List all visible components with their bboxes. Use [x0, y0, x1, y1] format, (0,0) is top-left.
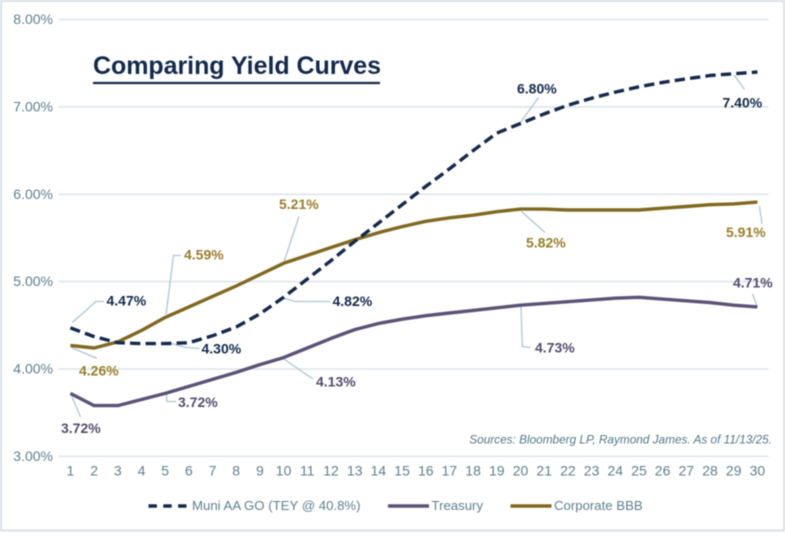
svg-text:Treasury: Treasury — [432, 498, 484, 513]
svg-text:7.40%: 7.40% — [723, 95, 763, 111]
svg-text:8: 8 — [232, 463, 240, 479]
svg-text:10: 10 — [276, 463, 292, 479]
svg-text:21: 21 — [536, 463, 552, 479]
svg-text:3.00%: 3.00% — [13, 448, 53, 464]
svg-text:5: 5 — [161, 463, 169, 479]
svg-text:12: 12 — [323, 463, 339, 479]
svg-text:11: 11 — [300, 463, 315, 479]
svg-text:4.47%: 4.47% — [107, 293, 147, 309]
svg-text:Sources: Bloomberg LP, Raymond: Sources: Bloomberg LP, Raymond James. As… — [469, 433, 772, 447]
svg-text:2: 2 — [90, 463, 98, 479]
svg-text:5.82%: 5.82% — [526, 235, 566, 251]
svg-text:6.80%: 6.80% — [517, 81, 557, 97]
svg-text:4.82%: 4.82% — [333, 293, 373, 309]
svg-text:20: 20 — [513, 463, 529, 479]
svg-text:4.13%: 4.13% — [316, 373, 356, 389]
svg-text:4.59%: 4.59% — [184, 247, 224, 263]
svg-text:5.21%: 5.21% — [279, 196, 319, 212]
svg-text:3.72%: 3.72% — [61, 420, 101, 436]
svg-text:13: 13 — [347, 463, 363, 479]
svg-text:16: 16 — [418, 463, 434, 479]
svg-text:27: 27 — [679, 463, 695, 479]
svg-text:4: 4 — [138, 463, 146, 479]
svg-text:Corporate BBB: Corporate BBB — [554, 498, 643, 513]
svg-text:7: 7 — [209, 463, 217, 479]
svg-text:5.91%: 5.91% — [726, 224, 766, 240]
svg-text:29: 29 — [726, 463, 742, 479]
svg-text:26: 26 — [655, 463, 671, 479]
svg-text:Comparing Yield Curves: Comparing Yield Curves — [93, 52, 381, 80]
svg-text:6.00%: 6.00% — [13, 186, 53, 202]
svg-text:7.00%: 7.00% — [13, 99, 53, 115]
svg-text:30: 30 — [750, 463, 766, 479]
svg-text:1: 1 — [67, 463, 75, 479]
svg-text:18: 18 — [465, 463, 481, 479]
svg-text:4.26%: 4.26% — [79, 363, 119, 379]
svg-text:23: 23 — [584, 463, 600, 479]
svg-text:15: 15 — [394, 463, 410, 479]
svg-text:3: 3 — [114, 463, 122, 479]
svg-text:3.72%: 3.72% — [178, 394, 218, 410]
svg-text:4.73%: 4.73% — [535, 340, 575, 356]
svg-text:24: 24 — [608, 463, 624, 479]
svg-text:8.00%: 8.00% — [13, 11, 53, 27]
svg-text:28: 28 — [702, 463, 718, 479]
svg-text:22: 22 — [560, 463, 576, 479]
svg-text:6: 6 — [185, 463, 193, 479]
svg-text:4.00%: 4.00% — [13, 361, 53, 377]
svg-text:14: 14 — [371, 463, 387, 479]
svg-text:Muni AA GO (TEY @ 40.8%): Muni AA GO (TEY @ 40.8%) — [192, 498, 361, 513]
svg-text:5.00%: 5.00% — [13, 273, 53, 289]
svg-text:4.30%: 4.30% — [202, 341, 242, 357]
svg-text:19: 19 — [489, 463, 505, 479]
svg-text:17: 17 — [442, 463, 458, 479]
svg-text:4.71%: 4.71% — [733, 275, 773, 291]
svg-text:9: 9 — [256, 463, 264, 479]
svg-text:25: 25 — [631, 463, 647, 479]
